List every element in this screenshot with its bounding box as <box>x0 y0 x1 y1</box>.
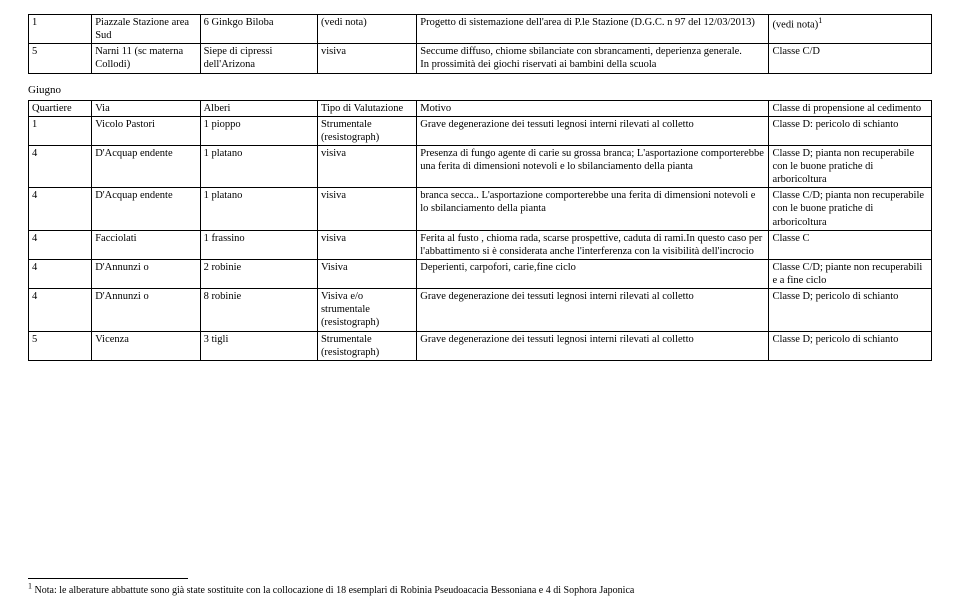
header-row: Quartiere Via Alberi Tipo di Valutazione… <box>29 100 932 116</box>
cell: D'Acquap endente <box>92 188 200 230</box>
cell: 2 robinie <box>200 259 317 288</box>
cell: (vedi nota) <box>317 15 416 44</box>
cell: D'Acquap endente <box>92 145 200 187</box>
table-row: 5Narni 11 (sc materna Collodi)Siepe di c… <box>29 44 932 73</box>
cell: 4 <box>29 289 92 331</box>
cell: Seccume diffuso, chiome sbilanciate con … <box>417 44 769 73</box>
main-table: Quartiere Via Alberi Tipo di Valutazione… <box>28 100 932 361</box>
cell: 3 tigli <box>200 331 317 360</box>
table-row: 5Vicenza3 tigliStrumentale (resistograph… <box>29 331 932 360</box>
cell: Siepe di cipressi dell'Arizona <box>200 44 317 73</box>
cell: visiva <box>317 230 416 259</box>
top-table: 1Piazzale Stazione area Sud6 Ginkgo Bilo… <box>28 14 932 74</box>
cell: Classe C <box>769 230 932 259</box>
cell: Classe D; pericolo di schianto <box>769 289 932 331</box>
cell: D'Annunzi o <box>92 289 200 331</box>
cell: Classe C/D; pianta non recuperabile con … <box>769 188 932 230</box>
cell: 1 <box>29 15 92 44</box>
cell: 4 <box>29 188 92 230</box>
cell: Facciolati <box>92 230 200 259</box>
cell: 1 pioppo <box>200 116 317 145</box>
cell: Presenza di fungo agente di carie su gro… <box>417 145 769 187</box>
cell: 1 platano <box>200 188 317 230</box>
cell: Classe D: pericolo di schianto <box>769 116 932 145</box>
footnote: 1 Nota: le alberature abbattute sono già… <box>28 578 932 596</box>
cell: 5 <box>29 44 92 73</box>
cell: visiva <box>317 44 416 73</box>
cell: 1 platano <box>200 145 317 187</box>
cell: 4 <box>29 145 92 187</box>
cell: Visiva e/o strumentale (resistograph) <box>317 289 416 331</box>
hdr: Tipo di Valutazione <box>317 100 416 116</box>
cell: Classe C/D; piante non recuperabili e a … <box>769 259 932 288</box>
cell: branca secca.. L'asportazione comportere… <box>417 188 769 230</box>
cell: Classe C/D <box>769 44 932 73</box>
cell: 8 robinie <box>200 289 317 331</box>
cell: Strumentale (resistograph) <box>317 116 416 145</box>
cell: 4 <box>29 259 92 288</box>
table-row: 1Vicolo Pastori1 pioppoStrumentale (resi… <box>29 116 932 145</box>
footnote-text: Nota: le alberature abbattute sono già s… <box>32 585 634 596</box>
cell: 5 <box>29 331 92 360</box>
cell: Piazzale Stazione area Sud <box>92 15 200 44</box>
cell: D'Annunzi o <box>92 259 200 288</box>
cell: Progetto di sistemazione dell'area di P.… <box>417 15 769 44</box>
table-row: 1Piazzale Stazione area Sud6 Ginkgo Bilo… <box>29 15 932 44</box>
cell: Vicolo Pastori <box>92 116 200 145</box>
cell: 6 Ginkgo Biloba <box>200 15 317 44</box>
section-title: Giugno <box>28 84 932 96</box>
table-row: 4D'Annunzi o8 robinieVisiva e/o strument… <box>29 289 932 331</box>
hdr: Classe di propensione al cedimento <box>769 100 932 116</box>
cell: Classe D; pianta non recuperabile con le… <box>769 145 932 187</box>
cell: Deperienti, carpofori, carie,fine ciclo <box>417 259 769 288</box>
cell: 1 <box>29 116 92 145</box>
table-row: 4D'Acquap endente1 platanovisivaPresenza… <box>29 145 932 187</box>
table-row: 4Facciolati1 frassinovisivaFerita al fus… <box>29 230 932 259</box>
cell: visiva <box>317 188 416 230</box>
cell: Ferita al fusto , chioma rada, scarse pr… <box>417 230 769 259</box>
cell: 4 <box>29 230 92 259</box>
table-row: 4D'Annunzi o2 robinieVisivaDeperienti, c… <box>29 259 932 288</box>
hdr: Alberi <box>200 100 317 116</box>
cell: Visiva <box>317 259 416 288</box>
cell: Vicenza <box>92 331 200 360</box>
cell: (vedi nota)1 <box>769 15 932 44</box>
cell: Grave degenerazione dei tessuti legnosi … <box>417 116 769 145</box>
hdr: Quartiere <box>29 100 92 116</box>
cell: 1 frassino <box>200 230 317 259</box>
hdr: Via <box>92 100 200 116</box>
cell: Grave degenerazione dei tessuti legnosi … <box>417 289 769 331</box>
cell: visiva <box>317 145 416 187</box>
hdr: Motivo <box>417 100 769 116</box>
cell: Strumentale (resistograph) <box>317 331 416 360</box>
cell: Classe D; pericolo di schianto <box>769 331 932 360</box>
cell: Grave degenerazione dei tessuti legnosi … <box>417 331 769 360</box>
table-row: 4D'Acquap endente1 platanovisivabranca s… <box>29 188 932 230</box>
cell: Narni 11 (sc materna Collodi) <box>92 44 200 73</box>
